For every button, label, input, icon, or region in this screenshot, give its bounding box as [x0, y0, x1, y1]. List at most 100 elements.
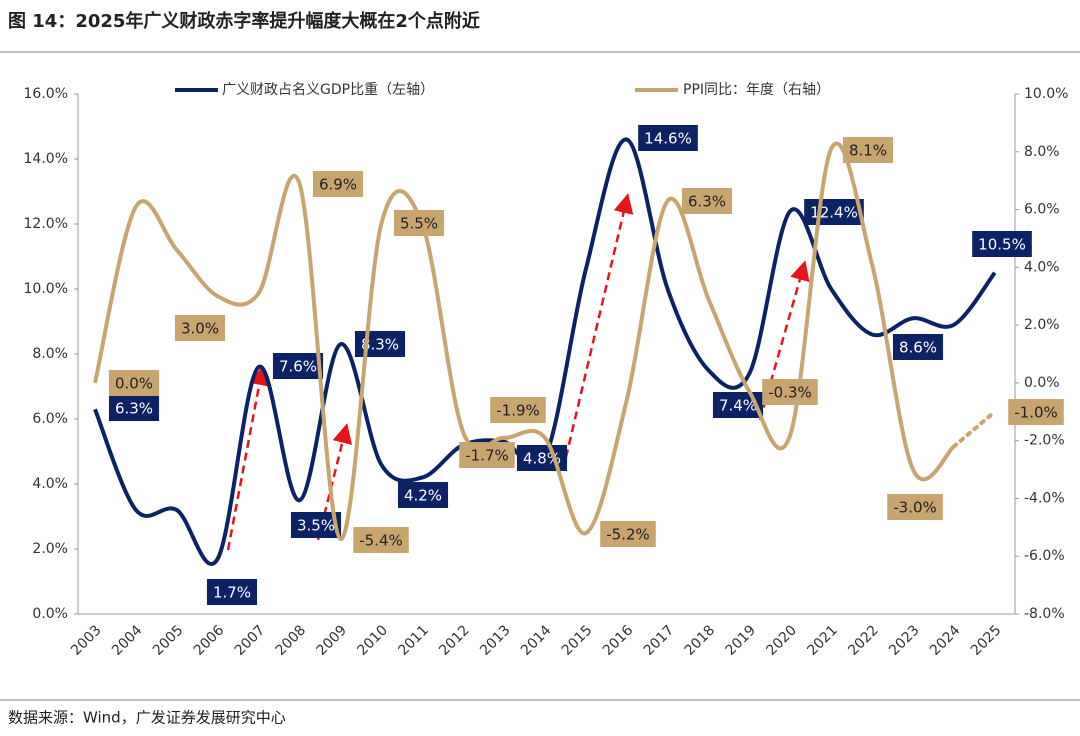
x-tick-label: 2004 — [109, 622, 146, 659]
value-label: -1.7% — [459, 442, 515, 468]
value-label: 14.6% — [638, 125, 698, 151]
value-label: 12.4% — [804, 199, 864, 225]
value-label: 6.9% — [312, 171, 364, 197]
y2-tick-label: -6.0% — [1024, 548, 1065, 564]
value-label-text: -5.4% — [359, 532, 403, 550]
value-label-box — [393, 210, 445, 236]
value-label-box — [681, 188, 733, 214]
y2-tick-label: 8.0% — [1024, 144, 1060, 160]
value-label-box — [972, 231, 1032, 257]
value-label: 1.7% — [206, 579, 258, 605]
value-label: 8.1% — [842, 137, 894, 163]
value-label-box — [842, 137, 894, 163]
value-label: 8.6% — [892, 334, 944, 360]
y-tick-label: 2.0% — [32, 541, 68, 557]
value-label: 10.5% — [972, 231, 1032, 257]
value-label-box — [887, 494, 943, 520]
x-tick-label: 2024 — [927, 622, 964, 659]
value-label-text: 6.3% — [688, 193, 726, 211]
x-tick-label: 2018 — [682, 622, 719, 659]
y-tick-label: 4.0% — [32, 476, 68, 492]
value-label-box — [638, 125, 698, 151]
y-tick-label: 14.0% — [24, 151, 68, 167]
value-label: 6.3% — [681, 188, 733, 214]
value-label-text: -0.3% — [768, 384, 812, 402]
value-label: 4.8% — [516, 445, 568, 471]
value-label: 5.5% — [393, 210, 445, 236]
value-label-text: 8.1% — [849, 142, 887, 160]
value-label-box — [762, 379, 818, 405]
x-tick-label: 2005 — [150, 622, 187, 659]
value-label-text: 1.7% — [213, 584, 251, 602]
value-label-text: 0.0% — [115, 375, 153, 393]
x-tick-label: 2023 — [886, 622, 923, 659]
x-tick-label: 2014 — [518, 622, 555, 659]
y-tick-label: 12.0% — [24, 216, 68, 232]
value-label-text: 7.4% — [719, 397, 757, 415]
value-label-text: 14.6% — [644, 130, 692, 148]
x-tick-label: 2019 — [723, 622, 760, 659]
value-label-box — [353, 527, 409, 553]
y-tick-label: 0.0% — [32, 606, 68, 622]
y-tick-label: 16.0% — [24, 86, 68, 102]
y2-tick-label: -8.0% — [1024, 606, 1065, 622]
value-label-box — [272, 353, 324, 379]
value-label-text: 5.5% — [400, 215, 438, 233]
x-tick-label: 2022 — [845, 622, 882, 659]
series-line — [93, 141, 956, 541]
value-label-box — [354, 331, 406, 357]
value-label: -5.2% — [600, 521, 656, 547]
y2-tick-label: -4.0% — [1024, 490, 1065, 506]
value-label: 8.3% — [354, 331, 406, 357]
x-tick-label: 2020 — [763, 622, 800, 659]
x-tick-label: 2003 — [68, 622, 105, 659]
value-label: -0.3% — [762, 379, 818, 405]
value-label-text: -1.9% — [496, 402, 540, 420]
x-tick-label: 2006 — [191, 622, 228, 659]
value-label-text: 6.3% — [115, 400, 153, 418]
value-label: 0.0% — [108, 370, 160, 396]
value-label-text: 4.2% — [404, 487, 442, 505]
value-label-text: 8.3% — [361, 336, 399, 354]
value-label: 4.2% — [397, 482, 449, 508]
value-label-text: 12.4% — [810, 204, 858, 222]
x-tick-label: 2015 — [559, 622, 596, 659]
value-label: -3.0% — [887, 494, 943, 520]
x-tick-label: 2017 — [641, 622, 678, 659]
value-label-box — [490, 397, 546, 423]
value-label-text: 8.6% — [899, 339, 937, 357]
legend-label: PPI同比：年度（右轴） — [683, 82, 830, 98]
value-label: -5.4% — [353, 527, 409, 553]
value-label: 7.6% — [272, 353, 324, 379]
source: 数据来源：Wind，广发证券发展研究中心 — [8, 709, 286, 727]
value-label-text: 3.0% — [181, 320, 219, 338]
x-tick-label: 2010 — [354, 622, 391, 659]
value-label-text: 7.6% — [279, 358, 317, 376]
x-tick-label: 2021 — [804, 622, 841, 659]
value-label-text: 10.5% — [978, 236, 1026, 254]
x-tick-label: 2016 — [600, 622, 637, 659]
y-tick-label: 6.0% — [32, 411, 68, 427]
value-label-box — [174, 315, 226, 341]
y-tick-label: 8.0% — [32, 346, 68, 362]
value-label-box — [206, 579, 258, 605]
legend-label: 广义财政占名义GDP比重（左轴） — [222, 82, 434, 98]
x-tick-label: 2007 — [232, 622, 269, 659]
value-label-box — [459, 442, 515, 468]
x-tick-label: 2025 — [968, 622, 1005, 659]
value-label-box — [108, 370, 160, 396]
chart-title: 图 14：2025年广义财政赤字率提升幅度大概在2个点附近 — [8, 10, 480, 32]
value-label: -1.9% — [490, 397, 546, 423]
value-label: 6.3% — [108, 395, 160, 421]
y2-tick-label: 0.0% — [1024, 375, 1060, 391]
value-label-box — [804, 199, 864, 225]
value-label-box — [892, 334, 944, 360]
value-label-text: 6.9% — [319, 176, 357, 194]
y-tick-label: 10.0% — [24, 281, 68, 297]
x-tick-label: 2013 — [477, 622, 514, 659]
y2-tick-label: 2.0% — [1024, 317, 1060, 333]
x-tick-label: 2012 — [436, 622, 473, 659]
y2-tick-label: 4.0% — [1024, 259, 1060, 275]
value-label-box — [397, 482, 449, 508]
value-label: -1.0% — [1008, 399, 1064, 425]
